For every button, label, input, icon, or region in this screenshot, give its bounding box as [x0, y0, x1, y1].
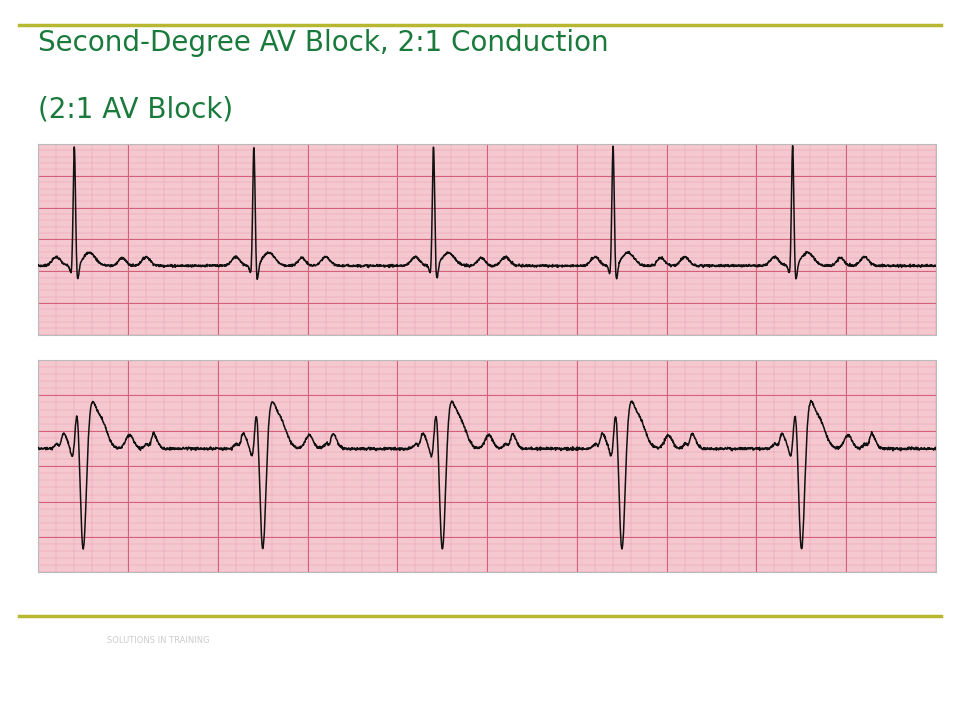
Text: Second-Degree AV Block, 2:1 Conduction: Second-Degree AV Block, 2:1 Conduction: [38, 29, 609, 57]
Text: (2:1 AV Block): (2:1 AV Block): [38, 96, 233, 124]
Text: SOLUTIONS IN TRAINING: SOLUTIONS IN TRAINING: [108, 636, 209, 645]
